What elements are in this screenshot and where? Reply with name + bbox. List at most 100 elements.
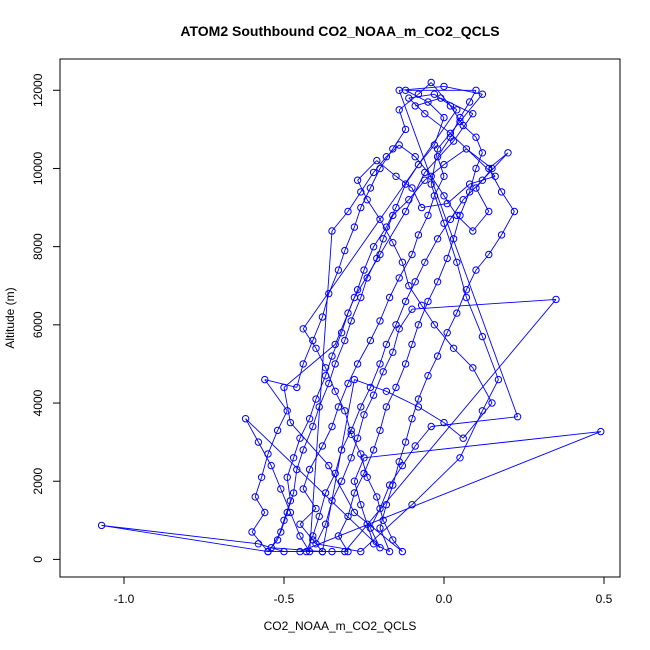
data-point <box>286 497 295 505</box>
data-point <box>344 379 352 388</box>
data-point <box>309 336 317 345</box>
y-tick-label: 8000 <box>31 233 45 260</box>
data-point <box>472 164 480 173</box>
data-point <box>357 203 365 212</box>
data-point <box>504 149 512 157</box>
series-line-segment <box>398 90 519 417</box>
data-point <box>488 399 496 407</box>
data-point <box>465 180 474 188</box>
data-point <box>414 90 423 98</box>
data-point <box>379 516 387 524</box>
series-line-segment <box>488 234 502 255</box>
series-line-segment <box>459 410 483 458</box>
data-point <box>264 450 272 458</box>
data-point <box>369 540 378 548</box>
series-line-segment <box>443 422 464 439</box>
series-line-segment <box>286 477 291 501</box>
series-line-segment <box>475 187 490 212</box>
series-line-segment <box>363 246 375 271</box>
data-point <box>395 106 403 114</box>
data-point <box>433 153 442 161</box>
series-line-segment <box>357 340 371 365</box>
data-point <box>366 524 375 532</box>
data-point <box>392 172 400 181</box>
data-point <box>353 176 362 184</box>
series-line-segment <box>434 324 454 349</box>
series-line-segment <box>376 160 397 177</box>
series-line-segment <box>360 504 413 552</box>
data-point <box>440 418 448 427</box>
series-line-segment <box>392 328 400 353</box>
data-point <box>446 215 455 224</box>
data-point <box>254 438 263 446</box>
series-line-segment <box>344 226 355 251</box>
series-line-segment <box>251 531 269 552</box>
data-point <box>363 274 371 282</box>
series-line-segment <box>398 308 413 330</box>
series-line-segment <box>408 97 426 115</box>
data-point <box>408 415 416 423</box>
series-line-segment <box>421 305 435 326</box>
data-point <box>414 231 423 239</box>
series-line-segment <box>354 254 381 298</box>
series-line-segment <box>341 457 352 482</box>
data-point <box>424 98 432 106</box>
data-point <box>318 442 327 450</box>
series-line-segment <box>283 387 291 423</box>
data-point <box>395 86 403 95</box>
series-line-segment <box>379 484 391 509</box>
data-point <box>478 149 487 157</box>
series-line-segment <box>417 375 429 400</box>
data-point <box>347 317 355 325</box>
data-point <box>344 547 352 556</box>
series-line-segment <box>456 215 474 232</box>
series-line-segment <box>469 168 477 193</box>
data-point <box>353 360 362 368</box>
series-line-segment <box>386 144 400 158</box>
series-line-segment <box>450 132 496 177</box>
series-line-segment <box>245 418 259 443</box>
data-point <box>421 258 429 266</box>
series-line-segment <box>363 431 601 459</box>
data-point <box>382 403 391 411</box>
data-point <box>478 332 487 341</box>
data-point <box>459 196 467 204</box>
series-line-segment <box>456 262 467 298</box>
data-point <box>411 442 419 450</box>
data-point <box>449 344 458 352</box>
data-point <box>280 383 288 392</box>
data-point <box>488 164 496 173</box>
series-line-segment <box>443 223 458 263</box>
series-line-segment <box>427 101 445 118</box>
data-point <box>443 254 451 263</box>
data-point <box>389 145 397 153</box>
series-line-segment <box>299 431 601 553</box>
data-point <box>392 383 400 392</box>
series-line-segment <box>299 508 317 525</box>
series-line-segment <box>437 121 461 150</box>
series-line-segment <box>430 176 445 197</box>
series-line-segment <box>414 426 432 447</box>
data-point <box>462 145 471 153</box>
data-point <box>350 477 359 485</box>
series-line-segment <box>392 199 410 216</box>
series-line-segment <box>405 89 429 103</box>
series-line-segment <box>437 136 451 157</box>
data-point <box>395 141 403 149</box>
series-line-segment <box>408 179 426 200</box>
data-point <box>305 547 314 556</box>
data-point <box>453 309 461 317</box>
data-point <box>440 113 448 122</box>
series-line-segment <box>264 379 288 412</box>
data-point <box>366 383 375 392</box>
data-point <box>449 137 458 145</box>
data-point <box>286 418 295 427</box>
series-line-segment <box>271 547 323 553</box>
series-line-segment <box>472 211 490 232</box>
data-point <box>350 508 359 517</box>
data-point <box>369 243 378 251</box>
data-point <box>334 403 343 411</box>
data-point <box>376 544 384 552</box>
series-line-segment <box>331 211 349 232</box>
series-line-segment <box>321 379 355 552</box>
